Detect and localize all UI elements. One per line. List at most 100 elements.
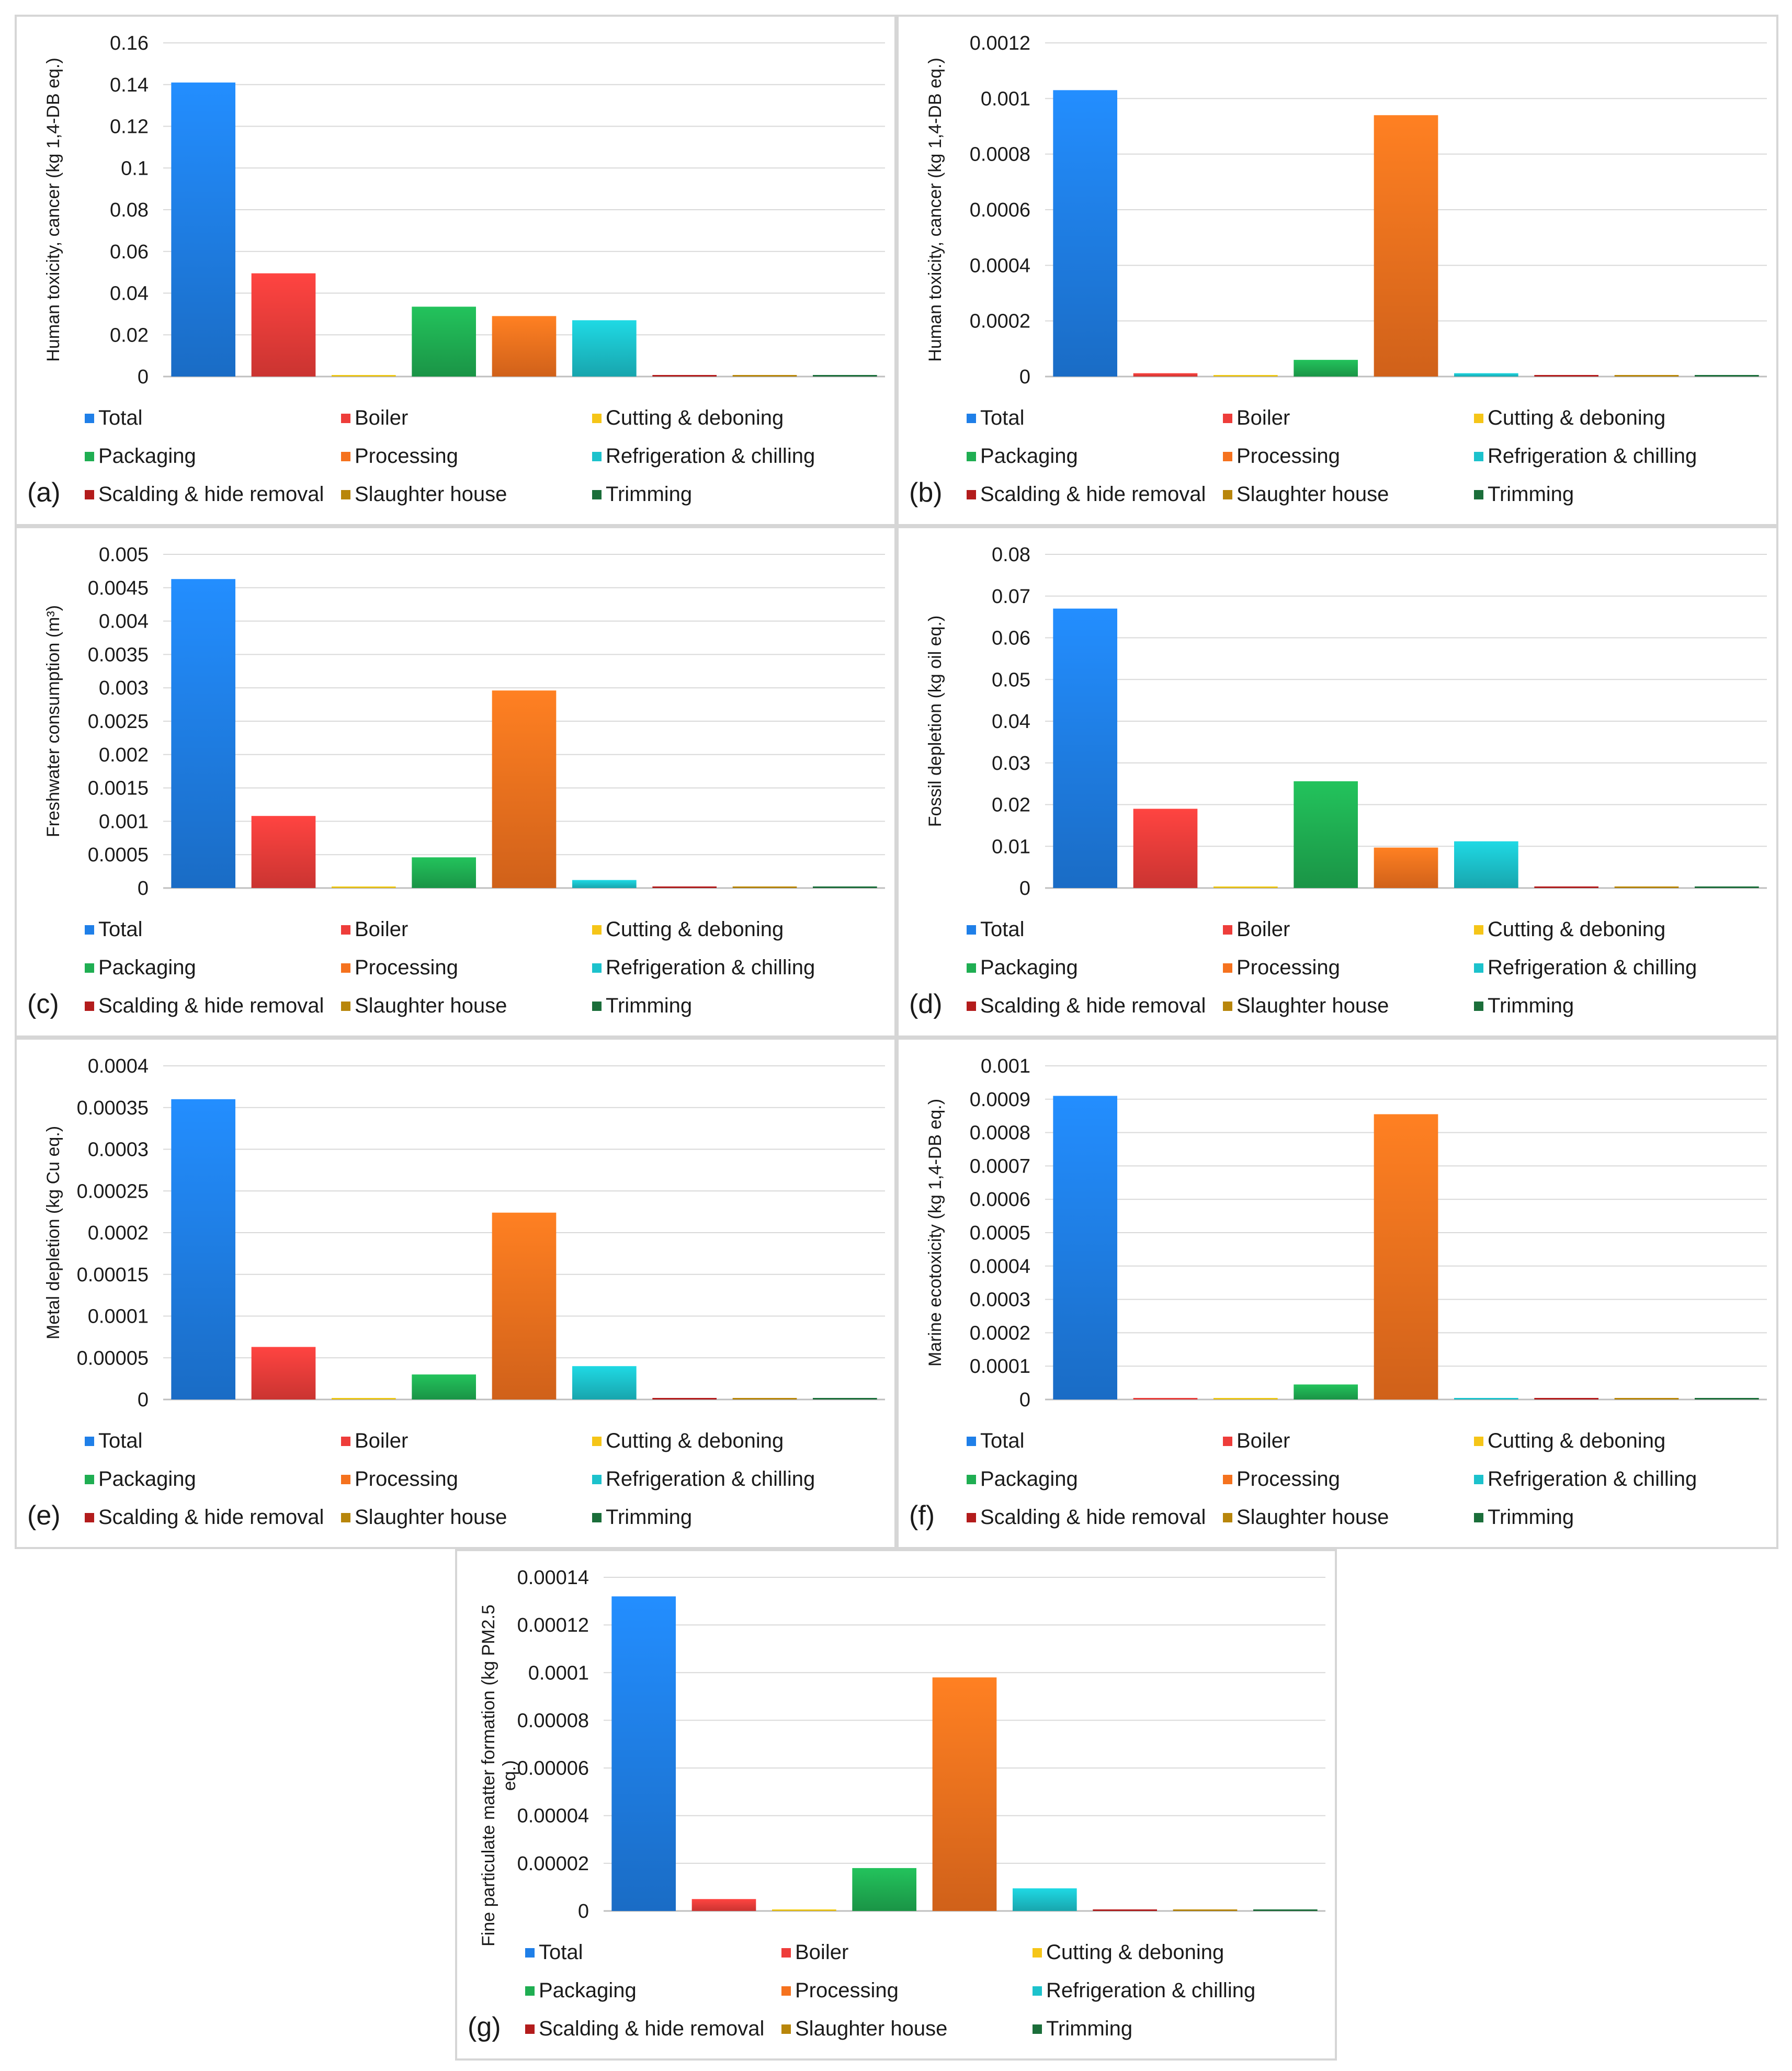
legend-item: Packaging xyxy=(967,956,1078,980)
bar-trimming xyxy=(813,375,877,377)
y-tick-label: 0.01 xyxy=(992,836,1030,858)
legend-swatch xyxy=(85,963,94,973)
chart-panel-e: 0 0.00005 0.0001 0.00015 0.0002 0.00025 0.0003… xyxy=(15,1038,897,1549)
panel-label: (f) xyxy=(909,1500,935,1531)
bar-cutting-deboning xyxy=(332,1398,396,1399)
chart-panel-f: 0 0.0001 0.0002 0.0003 0.0004 0.0005 0.0006 0.0… xyxy=(897,1038,1778,1549)
bar-refrigeration-chilling xyxy=(572,320,637,377)
bar-total xyxy=(171,82,235,377)
legend-label: Packaging xyxy=(980,1467,1078,1490)
legend-label: Slaughter house xyxy=(355,1506,507,1529)
legend-swatch xyxy=(781,1948,791,1958)
legend-item: Scalding & hide removal xyxy=(967,1506,1206,1529)
bar-processing xyxy=(492,316,557,377)
legend-label: Slaughter house xyxy=(795,2017,948,2040)
y-tick-label: 0.0015 xyxy=(88,778,149,800)
legend-label: Slaughter house xyxy=(1237,1506,1389,1529)
bar-cutting-deboning xyxy=(772,1909,836,1911)
legend-label: Trimming xyxy=(1488,1506,1574,1529)
legend-swatch xyxy=(525,1986,535,1996)
legend-label: Slaughter house xyxy=(355,483,507,506)
legend-label: Total xyxy=(980,1429,1025,1452)
legend-swatch xyxy=(85,1512,94,1522)
y-tick-label: 0.00035 xyxy=(77,1097,149,1119)
bar-boiler xyxy=(251,1347,316,1399)
legend-item: Processing xyxy=(341,1467,458,1491)
legend-swatch xyxy=(967,490,976,499)
legend-item: Processing xyxy=(781,1979,899,2002)
y-tick-label: 0.00012 xyxy=(517,1614,589,1636)
legend-label: Cutting & deboning xyxy=(1488,406,1666,429)
chart-svg-c: 0 0.0005 0.001 0.0015 0.002 0.0025 0.003 0.0035… xyxy=(88,544,885,900)
legend-item: Total xyxy=(967,1429,1025,1453)
y-tick-label: 0.0001 xyxy=(970,1356,1030,1378)
legend-label: Slaughter house xyxy=(1237,994,1389,1017)
y-tick-label: 0.0045 xyxy=(88,577,149,599)
bar-trimming xyxy=(1695,375,1759,377)
y-tick-label: 0.004 xyxy=(99,611,149,633)
y-tick-label: 0 xyxy=(1019,366,1030,388)
legend-swatch xyxy=(1223,451,1232,461)
y-tick-label: 0.0004 xyxy=(970,255,1030,277)
y-tick-label: 0.00004 xyxy=(517,1805,589,1827)
legend-label: Total xyxy=(980,918,1025,941)
legend-swatch xyxy=(85,925,94,935)
legend-label: Trimming xyxy=(1488,483,1574,506)
legend-label: Trimming xyxy=(1488,994,1574,1017)
y-tick-label: 0.0004 xyxy=(970,1256,1030,1278)
bar-total xyxy=(611,1596,676,1911)
legend-swatch xyxy=(1223,925,1232,935)
legend-item: Boiler xyxy=(781,1941,848,1964)
legend-swatch xyxy=(341,1436,350,1446)
chart-panel-b: 0 0.0002 0.0004 0.0006 0.0008 0.001 0.0012 Huma… xyxy=(897,15,1778,526)
legend-swatch xyxy=(1223,490,1232,499)
bar-packaging xyxy=(412,306,476,377)
y-tick-label: 0.00014 xyxy=(517,1567,589,1589)
legend-swatch xyxy=(1223,413,1232,423)
legend-swatch xyxy=(341,413,350,423)
legend-label: Total xyxy=(98,918,143,941)
legend-swatch xyxy=(1033,1986,1042,1996)
bar-refrigeration-chilling xyxy=(1454,841,1518,888)
legend-swatch xyxy=(1033,1948,1042,1958)
y-tick-label: 0.03 xyxy=(992,753,1030,775)
legend-label: Total xyxy=(98,406,143,429)
legend-item: Slaughter house xyxy=(1223,994,1389,1018)
y-axis-label: Fossil depletion (kg oil eq.) xyxy=(925,615,945,827)
legend-swatch xyxy=(592,1001,602,1011)
legend-label: Boiler xyxy=(1237,918,1290,941)
bar-scalding-hide-removal xyxy=(1534,1398,1598,1399)
y-tick-label: 0.0001 xyxy=(88,1306,149,1328)
legend-label: Cutting & deboning xyxy=(1488,918,1666,941)
legend-item: Boiler xyxy=(341,918,408,941)
bar-slaughter-house xyxy=(1614,886,1679,888)
legend-item: Scalding & hide removal xyxy=(967,994,1206,1018)
bar-scalding-hide-removal xyxy=(1534,375,1598,377)
y-tick-label: 0.001 xyxy=(981,88,1030,110)
legend-swatch xyxy=(967,925,976,935)
legend-item: Total xyxy=(85,918,143,941)
bar-slaughter-house xyxy=(1614,1398,1679,1399)
y-tick-label: 0.001 xyxy=(981,1055,1030,1077)
legend-item: Refrigeration & chilling xyxy=(592,1467,815,1491)
y-tick-label: 0.0001 xyxy=(528,1662,589,1684)
chart-svg-f: 0 0.0001 0.0002 0.0003 0.0004 0.0005 0.0006 0.0… xyxy=(970,1055,1767,1411)
legend-swatch xyxy=(341,490,350,499)
legend-label: Scalding & hide removal xyxy=(98,483,324,506)
legend-label: Trimming xyxy=(606,483,693,506)
legend-item: Cutting & deboning xyxy=(1033,1941,1224,1964)
bar-scalding-hide-removal xyxy=(652,886,717,888)
legend-item: Processing xyxy=(341,956,458,980)
chart-panel-d: 0 0.01 0.02 0.03 0.04 0.05 0.06 0.07 0.08 Fossil … xyxy=(897,526,1778,1038)
legend-swatch xyxy=(1474,490,1483,499)
bar-trimming xyxy=(813,886,877,888)
legend-label: Cutting & deboning xyxy=(606,1429,784,1452)
legend-swatch xyxy=(85,1474,94,1484)
legend-item: Total xyxy=(85,406,143,430)
legend-item: Cutting & deboning xyxy=(592,918,784,941)
legend-swatch xyxy=(967,413,976,423)
bar-processing xyxy=(492,690,557,888)
legend-item: Cutting & deboning xyxy=(1474,406,1665,430)
legend-swatch xyxy=(592,1512,602,1522)
legend-swatch xyxy=(967,1474,976,1484)
